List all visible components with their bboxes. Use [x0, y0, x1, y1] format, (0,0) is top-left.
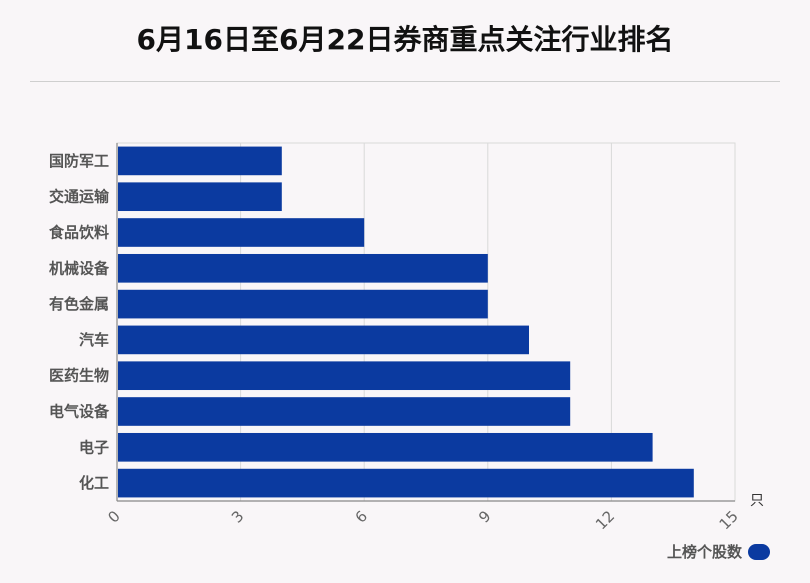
y-category-label: 交通运输 — [49, 188, 110, 206]
bar — [118, 253, 488, 283]
x-tick-label: 0 — [104, 507, 123, 526]
x-unit-label: 只 — [750, 493, 764, 509]
bar — [118, 182, 282, 212]
legend-label: 上榜个股数 — [666, 543, 742, 561]
title-divider — [30, 81, 780, 82]
x-tick-label: 12 — [592, 507, 618, 533]
y-category-label: 汽车 — [79, 331, 109, 349]
bar — [118, 361, 571, 391]
y-category-label: 机械设备 — [49, 259, 110, 277]
legend[interactable]: 上榜个股数 — [667, 541, 770, 562]
y-category-label: 食品饮料 — [49, 224, 109, 242]
bar — [118, 432, 653, 462]
bar — [118, 289, 488, 319]
bar — [118, 146, 282, 176]
y-category-label: 化工 — [79, 474, 109, 492]
bar — [118, 397, 571, 426]
y-category-label: 国防军工 — [49, 152, 109, 170]
x-tick-label: 9 — [475, 507, 494, 526]
y-category-label: 电气设备 — [49, 403, 110, 421]
bar — [118, 218, 365, 247]
y-category-label: 电子 — [79, 438, 109, 456]
x-tick-label: 6 — [352, 507, 371, 526]
x-tick-label: 15 — [716, 507, 742, 533]
x-tick-label: 3 — [228, 507, 247, 526]
y-category-label: 医药生物 — [49, 367, 109, 385]
bar — [118, 468, 694, 498]
legend-swatch — [748, 543, 770, 560]
chart-title: 6月16日至6月22日券商重点关注行业排名 — [136, 23, 674, 56]
y-category-label: 有色金属 — [49, 295, 109, 313]
bar — [118, 325, 529, 355]
